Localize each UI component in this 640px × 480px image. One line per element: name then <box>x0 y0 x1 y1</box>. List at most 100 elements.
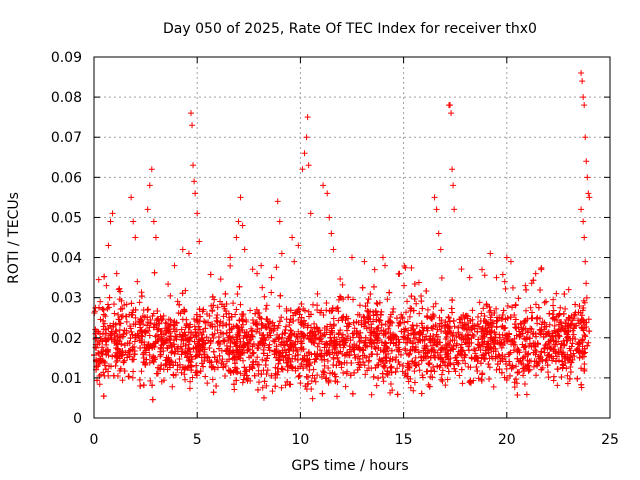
band-point <box>529 309 536 316</box>
band-point <box>94 363 101 370</box>
band-point <box>213 382 220 389</box>
band-point <box>292 352 299 359</box>
band-point <box>258 315 265 322</box>
band-point <box>192 329 199 336</box>
band-point <box>386 289 393 296</box>
band-point <box>559 365 566 372</box>
data-point <box>324 190 331 197</box>
band-point <box>504 331 511 338</box>
band-point <box>100 393 107 400</box>
band-point <box>138 339 145 346</box>
band-point <box>132 314 139 321</box>
data-point <box>503 254 510 261</box>
band-point <box>368 391 375 398</box>
band-point <box>498 344 505 351</box>
data-point <box>109 210 116 217</box>
band-point <box>511 312 518 319</box>
band-point <box>308 385 315 392</box>
band-point <box>456 316 463 323</box>
band-point <box>234 336 241 343</box>
band-point <box>340 369 347 376</box>
band-point <box>566 375 573 382</box>
band-point <box>476 342 483 349</box>
band-point <box>158 328 165 335</box>
x-tick-label: 25 <box>601 432 619 448</box>
band-point <box>548 345 555 352</box>
band-point <box>536 352 543 359</box>
band-point <box>279 331 286 338</box>
band-point <box>330 322 337 329</box>
band-point <box>254 386 261 393</box>
band-point <box>423 287 430 294</box>
band-point <box>287 381 294 388</box>
band-point <box>446 328 453 335</box>
band-point <box>462 339 469 346</box>
band-point <box>566 315 573 322</box>
band-point <box>526 335 533 342</box>
band-point <box>553 338 560 345</box>
data-point <box>130 218 137 225</box>
y-tick-label: 0.07 <box>51 130 82 146</box>
band-point <box>513 325 520 332</box>
band-point <box>386 358 393 365</box>
band-point <box>376 317 383 324</box>
band-point <box>231 386 238 393</box>
band-point <box>241 341 248 348</box>
data-points <box>91 70 593 403</box>
band-point <box>335 349 342 356</box>
band-point <box>287 358 294 365</box>
band-point <box>339 317 346 324</box>
band-point <box>102 338 109 345</box>
band-point <box>424 306 431 313</box>
band-point <box>240 321 247 328</box>
band-point <box>504 303 511 310</box>
band-point <box>179 290 186 297</box>
band-point <box>555 326 562 333</box>
band-point <box>223 300 230 307</box>
band-point <box>100 369 107 376</box>
data-point <box>371 266 378 273</box>
band-point <box>331 371 338 378</box>
band-point <box>304 363 311 370</box>
band-point <box>475 375 482 382</box>
band-point <box>157 348 164 355</box>
band-point <box>149 382 156 389</box>
band-point <box>564 380 571 387</box>
data-point <box>582 258 589 265</box>
band-point <box>485 349 492 356</box>
band-point <box>267 332 274 339</box>
band-point <box>245 346 252 353</box>
band-point <box>340 342 347 349</box>
band-point <box>293 333 300 340</box>
band-point <box>145 306 152 313</box>
band-point <box>524 329 531 336</box>
band-point <box>387 329 394 336</box>
band-point <box>436 314 443 321</box>
band-point <box>223 342 230 349</box>
band-point <box>110 301 117 308</box>
band-point <box>214 311 221 318</box>
band-point <box>570 350 577 357</box>
band-point <box>527 304 534 311</box>
chart-title: Day 050 of 2025, Rate Of TEC Index for r… <box>163 21 537 37</box>
band-point <box>301 335 308 342</box>
band-point <box>580 319 587 326</box>
band-point <box>252 320 259 327</box>
band-point <box>300 365 307 372</box>
band-point <box>244 341 251 348</box>
band-point <box>458 335 465 342</box>
band-point <box>345 323 352 330</box>
band-point <box>438 275 445 282</box>
band-point <box>260 350 267 357</box>
band-point <box>249 350 256 357</box>
data-point <box>239 222 246 229</box>
band-point <box>112 321 119 328</box>
data-point <box>301 150 308 157</box>
band-point <box>483 331 490 338</box>
band-point <box>354 366 361 373</box>
band-point <box>188 329 195 336</box>
band-point <box>377 347 384 354</box>
band-point <box>158 333 165 340</box>
band-point <box>380 378 387 385</box>
band-point <box>373 382 380 389</box>
